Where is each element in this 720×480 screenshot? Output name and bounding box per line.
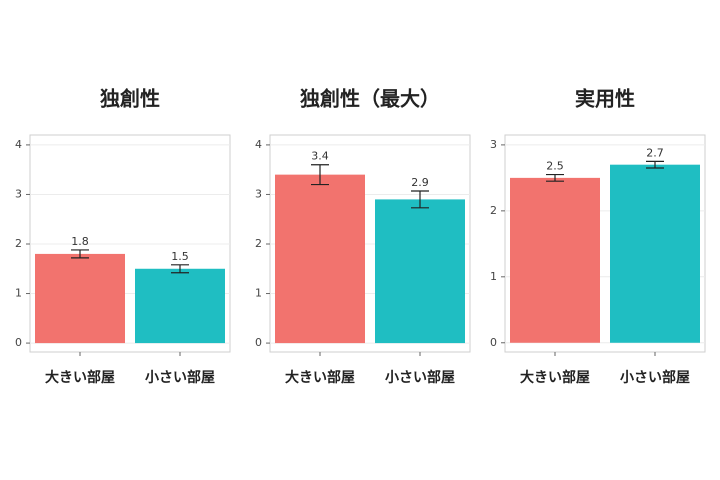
value-label: 2.5 (546, 160, 564, 173)
x-tick-label: 大きい部屋 (520, 369, 590, 386)
y-tick-label: 3 (15, 187, 22, 200)
bar (35, 253, 125, 344)
chart-title: 独創性 (100, 87, 160, 111)
x-tick-label: 小さい部屋 (385, 369, 455, 386)
y-tick-label: 3 (255, 187, 262, 200)
bar (610, 164, 700, 343)
bar (135, 268, 225, 344)
x-tick-label: 小さい部屋 (620, 369, 690, 386)
value-label: 1.5 (171, 250, 189, 263)
value-label: 2.9 (411, 176, 429, 189)
y-tick-label: 0 (15, 336, 22, 349)
y-tick-label: 2 (490, 204, 497, 217)
y-tick-label: 1 (15, 287, 22, 300)
bar (375, 199, 465, 344)
value-label: 3.4 (311, 150, 329, 163)
y-tick-label: 4 (15, 138, 22, 151)
x-tick-label: 大きい部屋 (285, 369, 355, 386)
y-tick-label: 0 (255, 336, 262, 349)
y-tick-label: 4 (255, 138, 262, 151)
y-tick-label: 3 (490, 138, 497, 151)
x-tick-label: 小さい部屋 (145, 369, 215, 386)
y-tick-label: 2 (15, 237, 22, 250)
y-tick-label: 1 (255, 287, 262, 300)
bar (275, 174, 365, 344)
chart-title: 独創性（最大） (300, 87, 440, 111)
x-tick-label: 大きい部屋 (45, 369, 115, 386)
chart-title: 実用性 (575, 87, 635, 111)
y-tick-label: 1 (490, 270, 497, 283)
value-label: 1.8 (71, 235, 89, 248)
value-label: 2.7 (646, 146, 664, 159)
y-tick-label: 0 (490, 336, 497, 349)
bar (510, 177, 600, 343)
y-tick-label: 2 (255, 237, 262, 250)
